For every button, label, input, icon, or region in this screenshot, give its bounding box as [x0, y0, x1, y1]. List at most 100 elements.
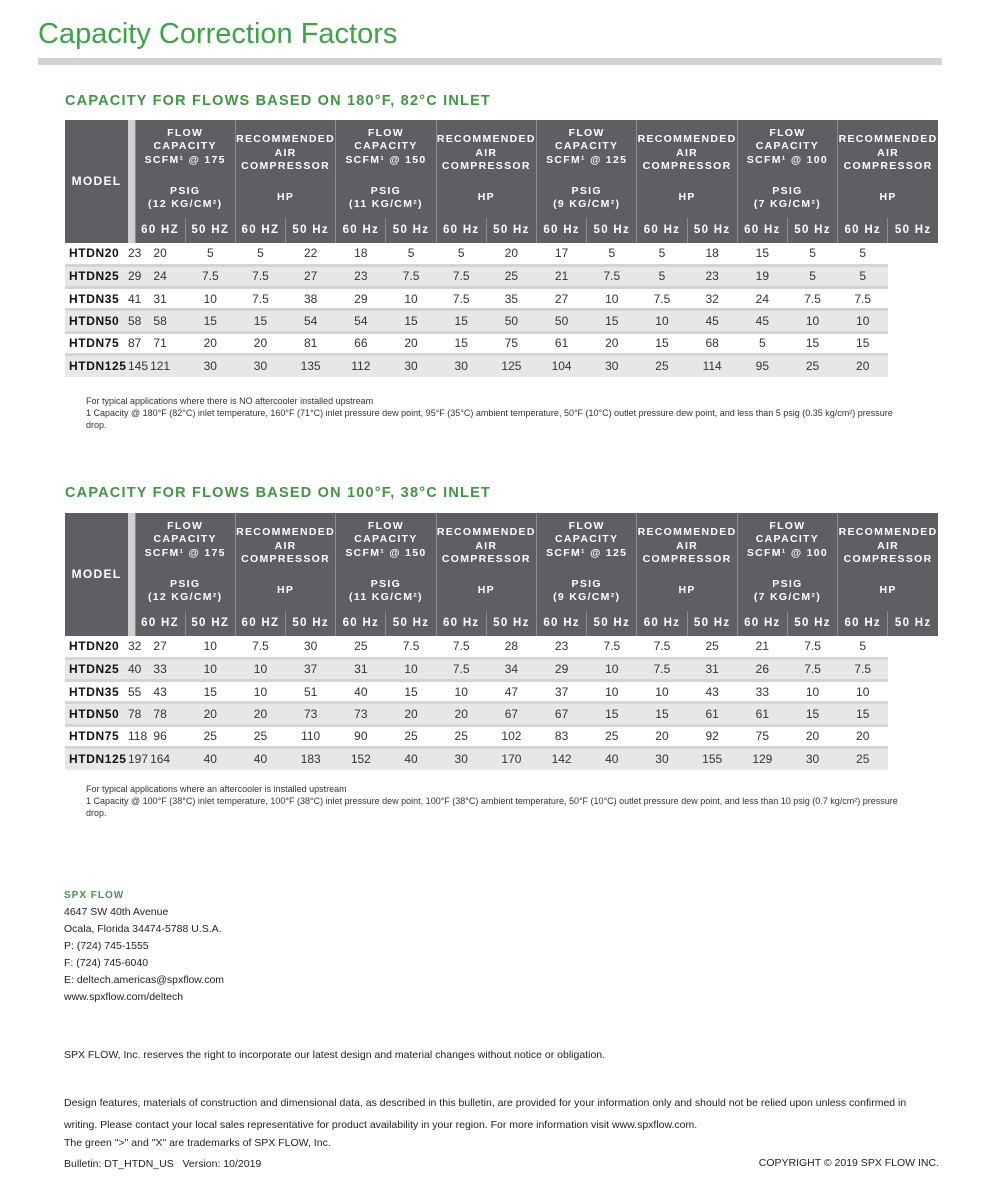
model-header: MODEL — [65, 120, 128, 243]
value-cell: 152 — [335, 745, 386, 770]
frequency-header: 60 Hz — [535, 218, 587, 243]
value-cell: 104 — [536, 352, 587, 377]
column-group-header: FLOW CAPACITY SCFM¹ @ 125 PSIG (9 KG/CM²) — [535, 513, 637, 611]
group-unit: PSIG (9 KG/CM²) — [553, 184, 621, 211]
value-cell: 121 — [135, 352, 186, 377]
header-row-frequency: 60 HZ 50 HZ 60 HZ 50 Hz 60 Hz 50 Hz 60 Hz 50 Hz… — [65, 218, 938, 243]
frequency-header: 50 Hz — [887, 218, 938, 243]
value-cell: 30 — [436, 745, 487, 770]
value-cell: 10 — [636, 679, 688, 703]
value-cell: 15 — [636, 330, 688, 355]
value-cell: 10 — [837, 308, 888, 333]
value-cell: 20 — [636, 723, 688, 748]
frequency-header: 60 Hz — [837, 611, 888, 636]
group-title: RECOMMENDED AIR COMPRESSOR — [436, 526, 536, 566]
value-cell: 5 — [206, 246, 214, 261]
frequency-header: 60 HZ — [234, 611, 286, 636]
group-unit: PSIG (12 KG/CM²) — [147, 577, 223, 604]
value-cell: 67 — [486, 701, 537, 726]
value-cell: 31 — [687, 656, 738, 681]
group-title: RECOMMENDED AIR COMPRESSOR — [838, 133, 938, 173]
group-title: RECOMMENDED AIR COMPRESSOR — [637, 133, 737, 173]
value-cell: 110 — [285, 723, 336, 748]
value-cell: 7.5 — [586, 263, 637, 288]
group-title: RECOMMENDED AIR COMPRESSOR — [838, 526, 938, 566]
value-cell: 30 — [436, 352, 487, 377]
value-cell: 5 — [257, 246, 264, 261]
value-cell: 25 — [436, 723, 487, 748]
value-cell: 10 — [385, 656, 437, 681]
page-title: Capacity Correction Factors — [38, 18, 398, 50]
website-link[interactable]: www.spxflow.com/deltech — [64, 991, 184, 1003]
frequency-header: 50 Hz — [485, 611, 537, 636]
column-group-header: RECOMMENDED AIR COMPRESSOR HP — [636, 513, 738, 611]
value-cell: 7.5 — [436, 286, 487, 310]
value-cell: 25 — [636, 352, 688, 377]
frequency-header: 50 Hz — [686, 218, 738, 243]
value-cell: 24 — [135, 263, 186, 288]
group-title: FLOW CAPACITY SCFM¹ @ 175 — [144, 126, 226, 166]
column-group-header: FLOW CAPACITY SCFM¹ @ 150 PSIG (11 KG/CM²) — [335, 120, 437, 218]
model-cell: HTDN50 — [65, 308, 128, 333]
phone: P: (724) 745-1555 — [64, 940, 149, 952]
frequency-header: 50 Hz — [385, 218, 437, 243]
table-row: HTDN75 87 71 20 20 81 66 20 15 75 61 20 15 68 5 15 15 — [65, 330, 938, 355]
value-cell: 95 — [737, 352, 788, 377]
value-cell: 40 — [335, 679, 386, 703]
group-unit: PSIG (9 KG/CM²) — [553, 577, 621, 604]
value-cell: 5 — [859, 246, 867, 261]
value-cell: 7.5 — [235, 263, 286, 288]
frequency-header: 60 Hz — [736, 611, 788, 636]
frequency-header: 50 Hz — [786, 218, 838, 243]
value-cell: 145 — [128, 352, 148, 377]
value-cell: 114 — [687, 352, 738, 377]
column-group-header: RECOMMENDED AIR COMPRESSOR HP — [636, 120, 738, 218]
group-unit: PSIG (7 KG/CM²) — [753, 184, 822, 211]
value-cell: 25 — [385, 723, 437, 748]
column-group-header: RECOMMENDED AIR COMPRESSOR HP — [837, 120, 938, 218]
frequency-header: 50 Hz — [385, 611, 437, 636]
column-group-header: FLOW CAPACITY SCFM¹ @ 125 PSIG (9 KG/CM²) — [535, 120, 637, 218]
value-cell: 15 — [586, 701, 637, 726]
value-cell: 7.5 — [436, 263, 487, 288]
frequency-header: 50 HZ — [184, 611, 236, 636]
value-cell: 15 — [436, 308, 487, 333]
value-cell: 40 — [385, 745, 437, 770]
value-cell: 15 — [837, 701, 888, 726]
email-link[interactable]: E: deltech.americas@spxflow.com — [64, 974, 225, 986]
value-cell: 32 — [687, 286, 738, 310]
model-cell: HTDN50 — [65, 701, 128, 726]
note-aftercooler: For typical applications where an afterc… — [86, 784, 347, 794]
value-cell: 10 — [586, 656, 637, 681]
column-group-header: FLOW CAPACITY SCFM¹ @ 150 PSIG (11 KG/CM²) — [335, 513, 437, 611]
value-cell: 7.5 — [436, 656, 487, 681]
group-title: FLOW CAPACITY SCFM¹ @ 125 — [546, 126, 628, 166]
value-cell: 58 — [135, 308, 186, 333]
value-cell: 170 — [486, 745, 537, 770]
value-cell: 54 — [285, 308, 336, 333]
value-cell: 96 — [135, 723, 186, 748]
value-cell: 71 — [135, 330, 186, 355]
frequency-header: 50 Hz — [786, 611, 838, 636]
value-cell: 30 — [636, 745, 688, 770]
table-row: HTDN20 32 27 10 7.5 30 25 7.5 7.5 28 23 7.5 7.5 25 21 7… — [65, 636, 938, 658]
value-cell: 78 — [135, 701, 186, 726]
value-cell: 50 — [486, 308, 537, 333]
group-unit: HP — [477, 191, 495, 204]
frequency-header: 60 Hz — [335, 218, 386, 243]
frequency-header: 50 Hz — [285, 611, 336, 636]
value-cell: 7.5 — [252, 639, 269, 654]
table-row: HTDN25 40 33 10 10 37 31 10 7.5 34 29 10 7.5 31 26 7.5 7… — [65, 656, 938, 681]
value-cell: 20 — [235, 330, 286, 355]
column-group-header: RECOMMENDED AIR COMPRESSOR HP — [435, 120, 537, 218]
value-cell: 30 — [235, 352, 286, 377]
frequency-header: 60 Hz — [535, 611, 587, 636]
title-rule — [38, 58, 942, 65]
value-cell: 5 — [658, 246, 666, 261]
reserve-notice: SPX FLOW, Inc. reserves the right to inc… — [64, 1049, 606, 1061]
value-cell: 90 — [335, 723, 386, 748]
value-cell: 7.5 — [837, 286, 888, 310]
value-cell: 7.5 — [402, 639, 420, 654]
model-cell: HTDN75 — [65, 723, 128, 748]
table-notes-100f: For typical applications where an afterc… — [86, 783, 906, 819]
